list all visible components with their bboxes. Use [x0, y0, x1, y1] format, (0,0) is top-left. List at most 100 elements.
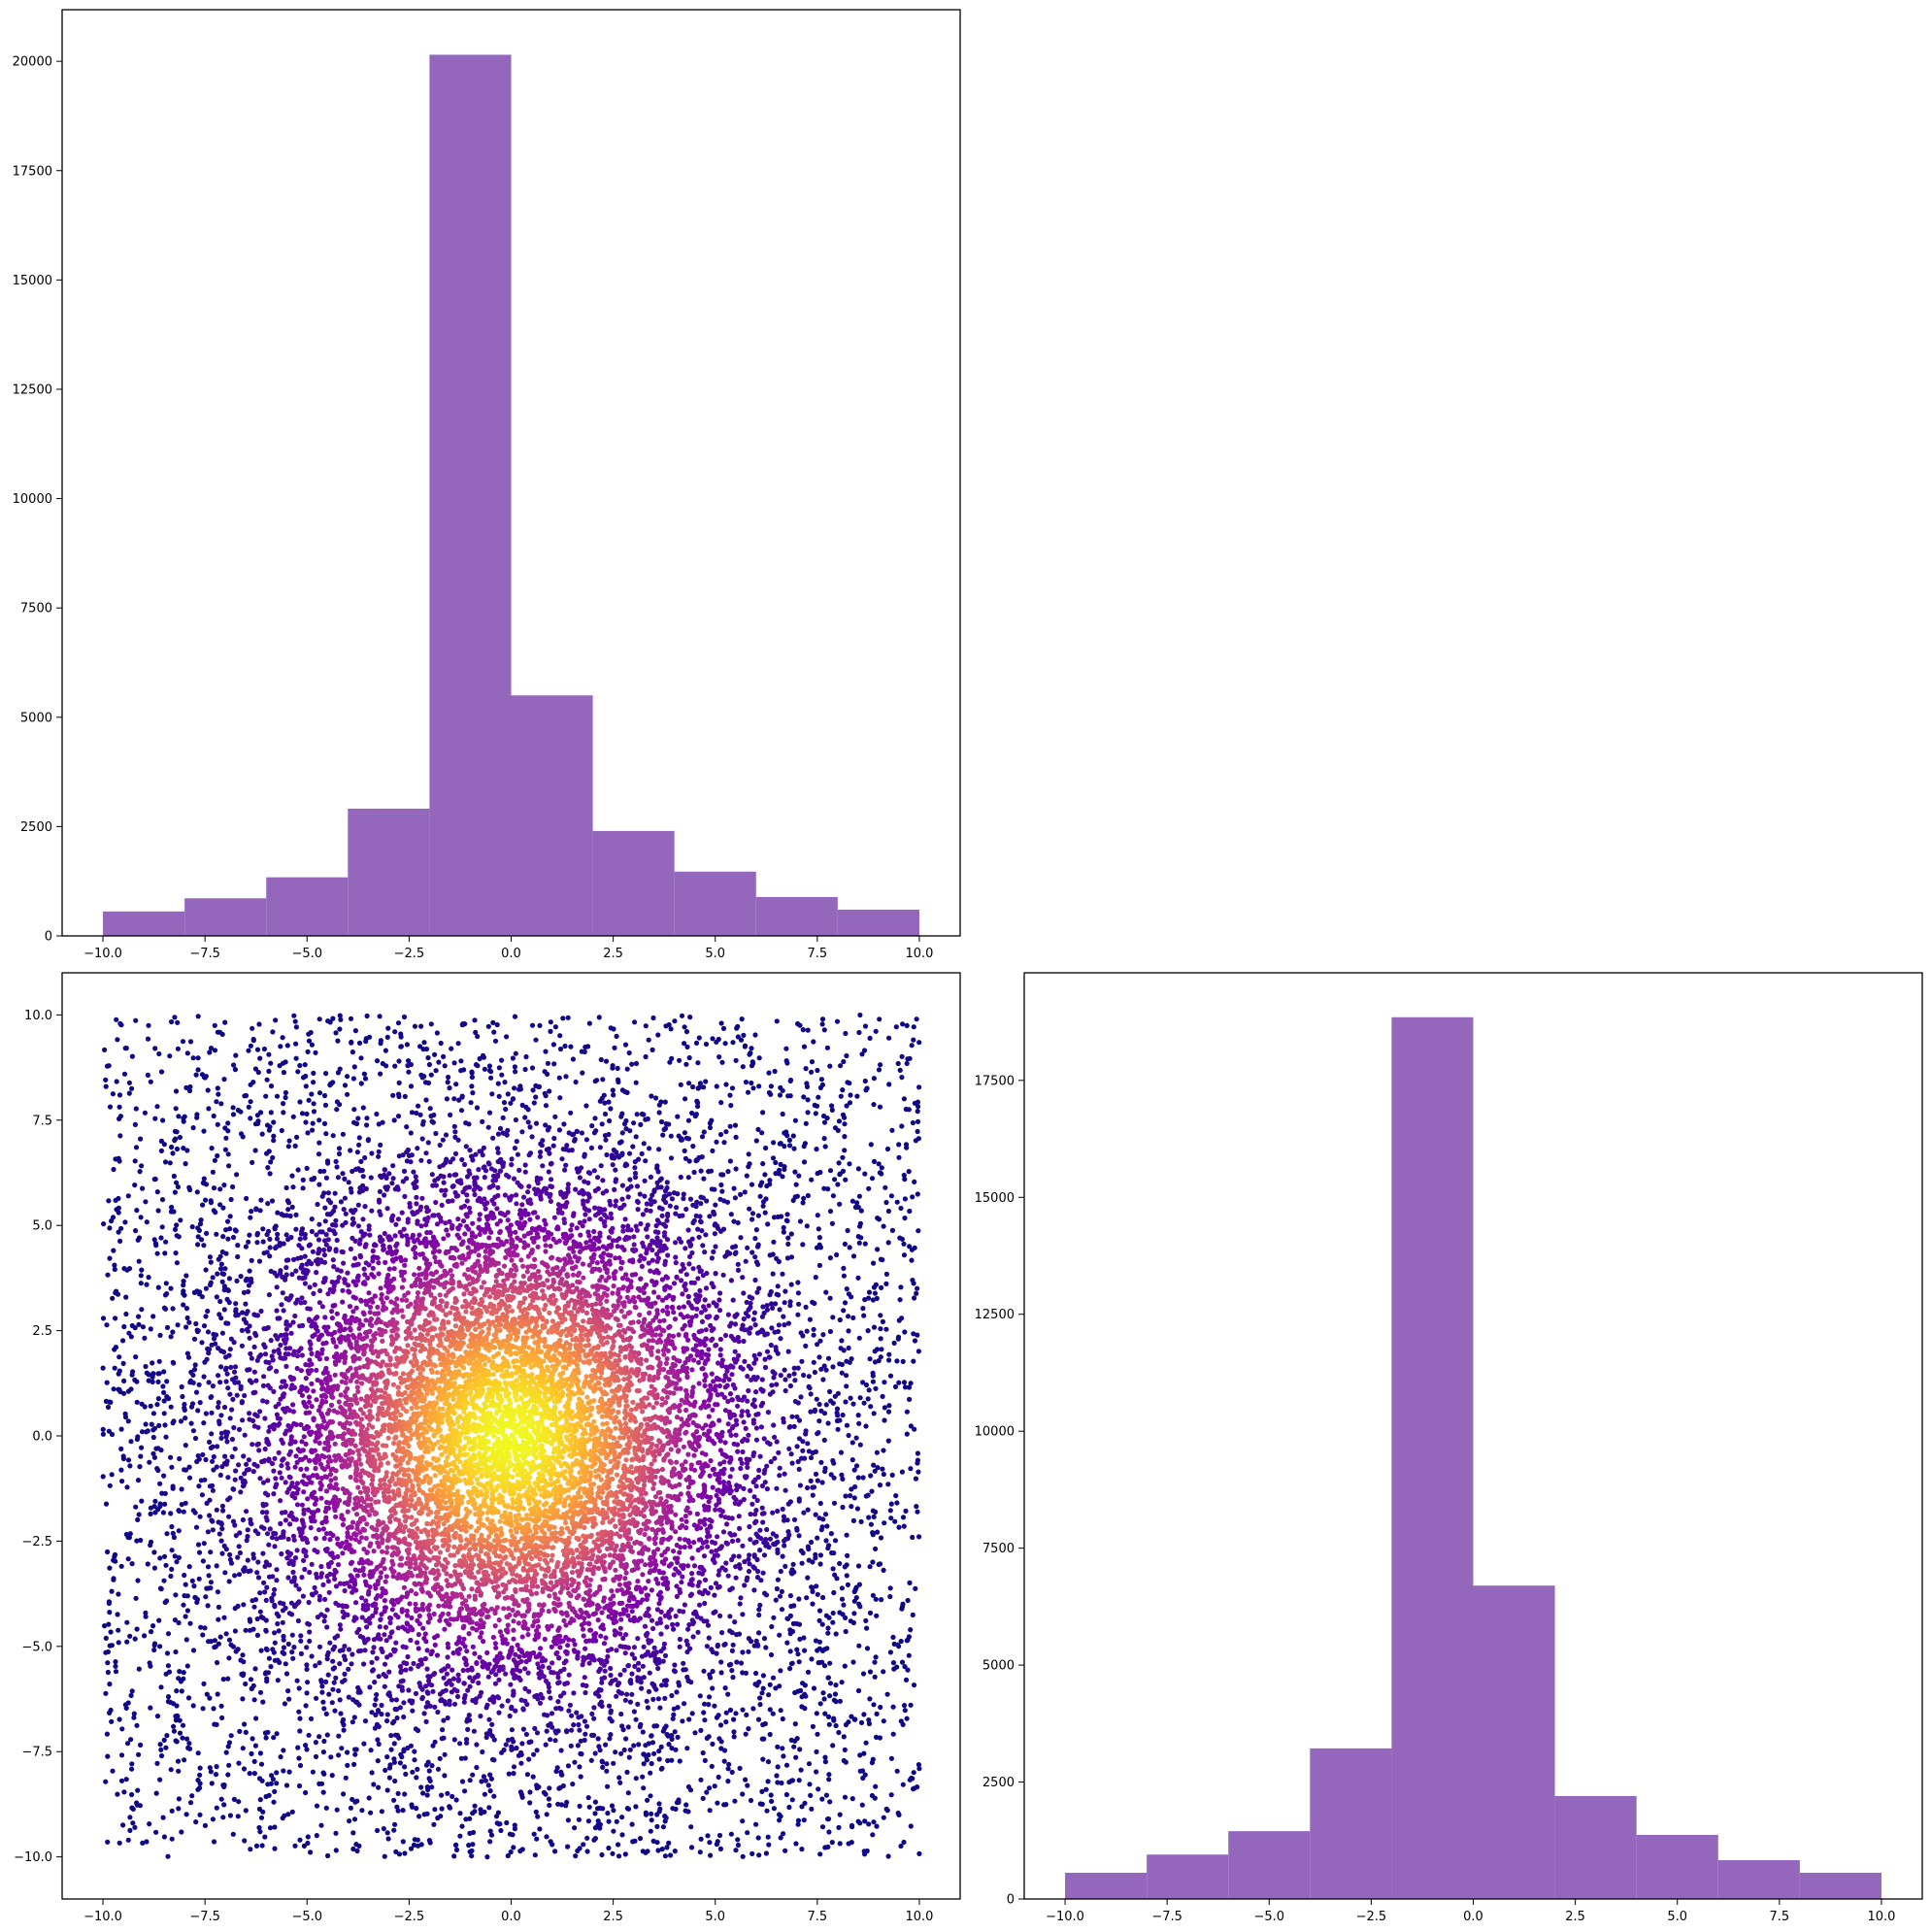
scatter-point: [750, 1479, 756, 1485]
scatter-point: [295, 1745, 301, 1750]
scatter-point: [914, 1016, 919, 1022]
scatter-point: [253, 1207, 259, 1213]
scatter-point: [100, 1316, 107, 1321]
scatter-point: [489, 1756, 496, 1762]
scatter-point: [377, 1014, 383, 1019]
scatter-point: [230, 1105, 236, 1111]
scatter-point: [792, 1169, 798, 1175]
scatter-point: [782, 1288, 788, 1294]
scatter-point: [682, 1148, 687, 1153]
scatter-point: [296, 1782, 303, 1789]
scatter-point: [721, 1642, 727, 1648]
scatter-point: [756, 1083, 762, 1089]
scatter-point: [669, 1746, 675, 1751]
scatter-point: [201, 1374, 207, 1380]
scatter-point: [143, 1199, 149, 1205]
scatter-point: [372, 1680, 378, 1685]
scatter-point: [751, 1310, 758, 1316]
scatter-point: [727, 1123, 733, 1129]
scatter-point: [413, 1174, 418, 1180]
scatter-point: [790, 1197, 796, 1204]
scatter-point: [305, 1049, 311, 1054]
scatter-point: [716, 1297, 722, 1303]
scatter-point: [787, 1299, 793, 1305]
scatter-point: [171, 1723, 177, 1729]
scatter-point: [224, 1458, 230, 1464]
scatter-point: [488, 1075, 494, 1081]
scatter-point: [543, 1742, 549, 1748]
scatter-point: [814, 1147, 819, 1152]
scatter-point: [181, 1282, 186, 1288]
top-left-histogram-xtick-label: −7.5: [189, 947, 220, 961]
scatter-point: [575, 1743, 582, 1749]
scatter-point: [578, 1738, 583, 1744]
scatter-point: [232, 1364, 239, 1370]
scatter-point: [320, 1749, 326, 1755]
scatter-point: [842, 1134, 848, 1140]
scatter-point: [310, 1127, 316, 1133]
scatter-point: [358, 1055, 364, 1061]
scatter-point: [709, 1255, 716, 1261]
scatter-point: [736, 1514, 742, 1519]
scatter-point: [342, 1083, 349, 1088]
scatter-point: [266, 1051, 272, 1057]
scatter-point: [202, 1625, 208, 1631]
scatter-point: [881, 1448, 886, 1453]
scatter-point: [310, 1120, 316, 1126]
scatter-point: [302, 1062, 308, 1068]
scatter-point: [659, 1213, 665, 1218]
scatter-point: [174, 1222, 180, 1228]
scatter-point: [302, 1253, 308, 1259]
scatter-point: [783, 1791, 790, 1798]
scatter-point: [222, 1147, 228, 1152]
scatter-point: [756, 1607, 762, 1613]
scatter-point: [138, 1537, 144, 1544]
scatter-point: [680, 1718, 685, 1724]
scatter-point: [909, 1775, 915, 1782]
scatter-point: [906, 1169, 912, 1175]
scatter-point: [418, 1842, 424, 1848]
scatter-point: [376, 1741, 382, 1748]
scatter-point: [656, 1756, 662, 1762]
scatter-point: [435, 1709, 441, 1715]
scatter-point: [112, 1266, 117, 1273]
scatter-point: [151, 1647, 157, 1653]
scatter-point: [817, 1552, 824, 1558]
scatter-point: [226, 1579, 232, 1584]
scatter-point: [223, 1135, 229, 1141]
scatter-point: [787, 1649, 793, 1654]
scatter-point: [582, 1153, 587, 1159]
scatter-point: [708, 1584, 714, 1590]
scatter-point: [842, 1115, 848, 1120]
scatter-point: [898, 1205, 904, 1212]
scatter-point: [726, 1761, 732, 1767]
scatter-point: [136, 1235, 143, 1241]
scatter-point: [218, 1364, 224, 1370]
scatter-point: [816, 1639, 823, 1645]
scatter-point: [201, 1323, 208, 1329]
scatter-point: [459, 1022, 465, 1028]
scatter-point: [297, 1062, 303, 1069]
scatter-point: [274, 1770, 280, 1776]
scatter-point: [189, 1401, 196, 1407]
scatter-point: [857, 1223, 863, 1229]
scatter-point: [847, 1161, 852, 1167]
scatter-point: [121, 1390, 127, 1396]
scatter-point: [218, 1538, 224, 1544]
scatter-point: [353, 1120, 360, 1127]
scatter-point: [260, 1226, 266, 1232]
scatter-point: [781, 1514, 787, 1519]
scatter-point: [869, 1176, 876, 1182]
scatter-point: [658, 1631, 664, 1637]
scatter-point: [470, 1842, 476, 1848]
scatter-point: [777, 1092, 783, 1098]
scatter-point: [294, 1548, 300, 1553]
scatter-point: [283, 1094, 288, 1101]
scatter-point: [772, 1329, 778, 1335]
scatter-point: [171, 1728, 177, 1734]
scatter-point: [222, 1453, 228, 1459]
scatter-point: [303, 1119, 309, 1125]
scatter-point: [464, 1737, 470, 1743]
scatter-point: [180, 1735, 185, 1741]
scatter-point: [117, 1092, 123, 1098]
